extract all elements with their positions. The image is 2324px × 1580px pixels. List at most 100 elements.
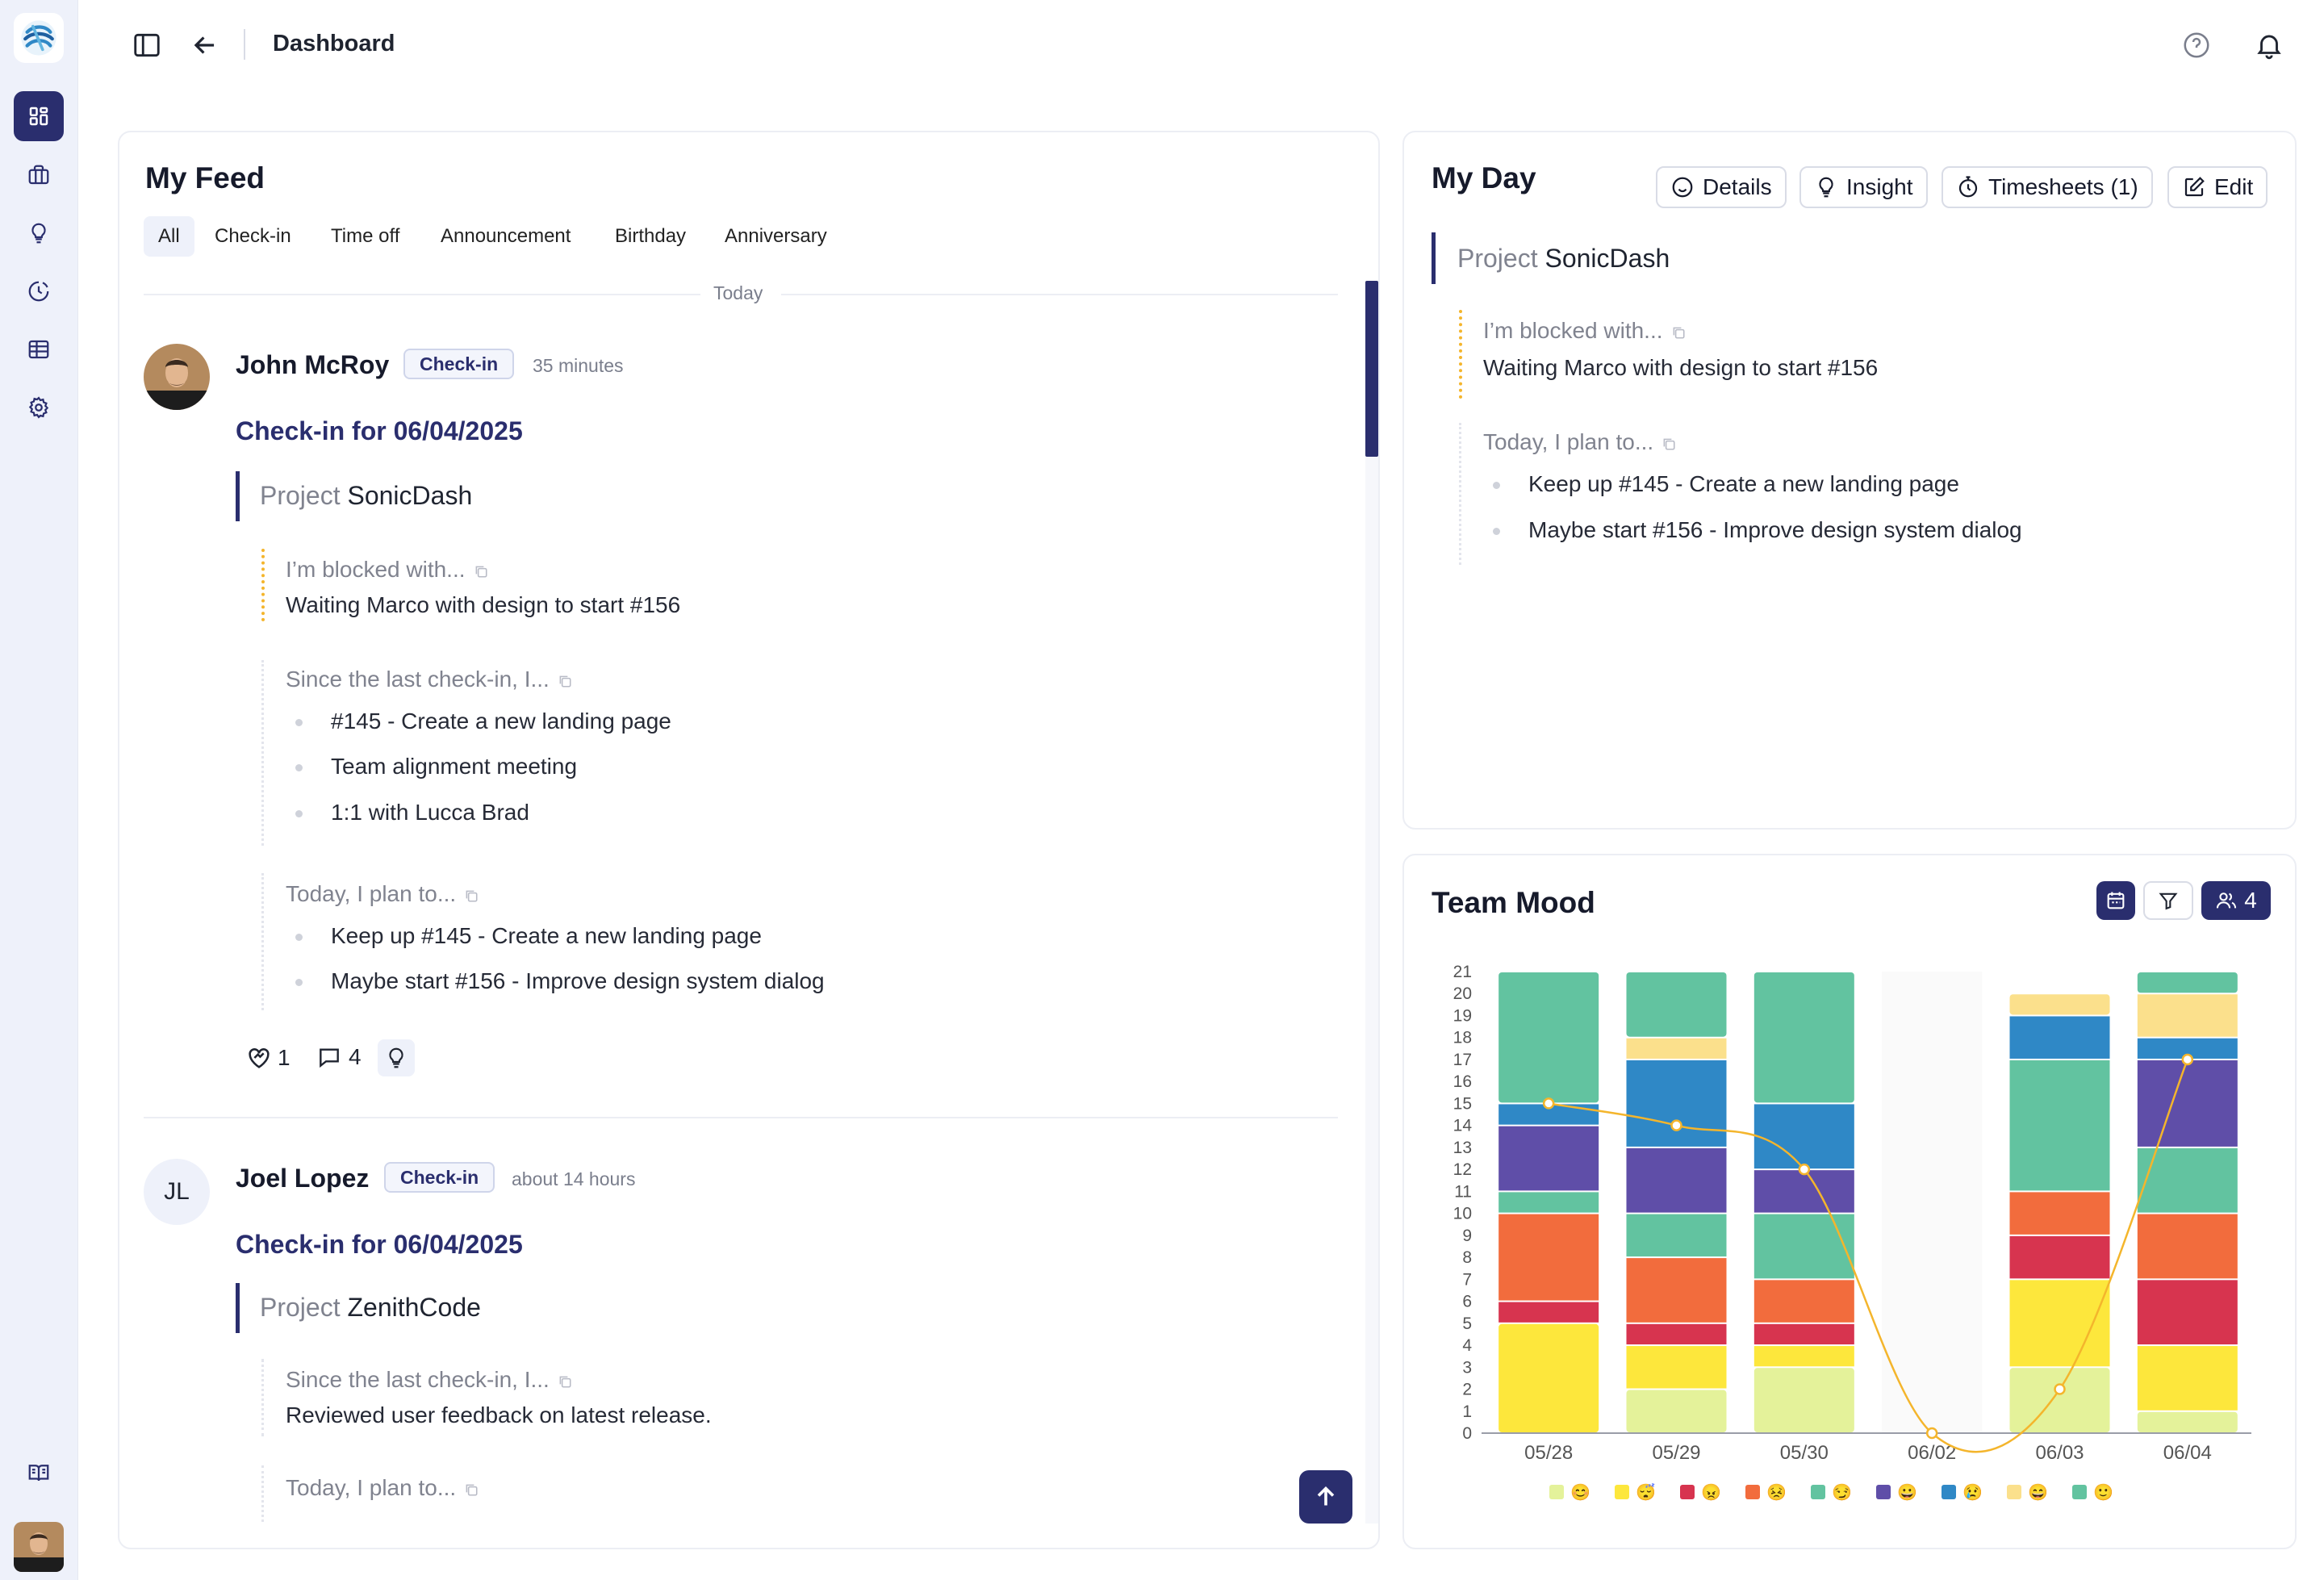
tab-anniversary[interactable]: Anniversary	[725, 225, 827, 247]
mood-point	[1798, 1163, 1811, 1176]
tab-time-off[interactable]: Time off	[331, 225, 400, 247]
help-circle-icon	[2184, 32, 2209, 58]
insight-button[interactable]	[378, 1039, 415, 1076]
tab-all[interactable]: All	[144, 216, 194, 257]
bullet	[295, 979, 303, 986]
copy-icon[interactable]	[1671, 325, 1686, 340]
bar-segment	[2137, 1147, 2238, 1213]
mood-point	[1670, 1119, 1682, 1131]
nav-timesheets[interactable]	[14, 266, 64, 316]
bar-segment	[1753, 1214, 1854, 1279]
project-line: Project ZenithCode	[260, 1293, 481, 1323]
since-answer: Reviewed user feedback on latest release…	[286, 1402, 712, 1427]
blocked-question: I’m blocked with...	[286, 557, 488, 583]
tab-check-in[interactable]: Check-in	[215, 225, 291, 247]
blocked-question: I’m blocked with...	[1483, 318, 1686, 344]
date-range-button[interactable]	[2096, 881, 2135, 920]
project-line: Project SonicDash	[1457, 244, 1670, 274]
nav-docs[interactable]	[14, 1448, 64, 1498]
bullet	[1493, 528, 1500, 535]
copy-icon[interactable]	[464, 888, 479, 903]
y-tick-label: 12	[1453, 1160, 1472, 1179]
sidebar	[0, 0, 78, 1580]
post-type-badge: Check-in	[403, 349, 515, 379]
post-author[interactable]: John McRoy	[236, 350, 390, 379]
legend-emoji: 😣	[1766, 1483, 1787, 1502]
copy-icon[interactable]	[474, 564, 488, 579]
toggle-sidebar-button[interactable]	[129, 27, 165, 63]
post-author[interactable]: Joel Lopez	[236, 1164, 370, 1193]
bar-segment	[1753, 1104, 1854, 1169]
scroll-to-top-button[interactable]	[1299, 1470, 1352, 1524]
copy-icon[interactable]	[558, 1374, 572, 1389]
calendar-icon	[2107, 892, 2125, 909]
briefcase-icon	[28, 165, 49, 185]
legend-swatch	[1942, 1485, 1956, 1499]
user-avatar[interactable]	[14, 1522, 64, 1572]
project-label: Project	[260, 1293, 341, 1322]
bar-segment	[1626, 1323, 1727, 1345]
checkin-title[interactable]: Check-in for 06/04/2025	[236, 1230, 523, 1259]
myday-panel	[1402, 131, 2297, 830]
filter-icon	[2159, 892, 2178, 910]
feed-scrollbar-track[interactable]	[1365, 281, 1378, 1524]
comment-icon	[320, 1048, 339, 1068]
post-type-badge: Check-in	[384, 1162, 495, 1193]
mood-point	[2054, 1383, 2066, 1395]
bar-segment	[1753, 972, 1854, 1103]
project-label: Project	[260, 481, 341, 510]
post-avatar-initials[interactable]: JL	[144, 1159, 210, 1225]
y-tick-label: 18	[1453, 1029, 1472, 1047]
legend-emoji: 🙂	[2093, 1483, 2113, 1502]
members-button[interactable]: 4	[2201, 881, 2271, 920]
x-tick-label: 05/28	[1524, 1442, 1573, 1464]
help-button[interactable]	[2179, 27, 2214, 63]
legend-swatch	[1615, 1485, 1629, 1499]
insight-button[interactable]: Insight	[1799, 166, 1928, 208]
tab-birthday[interactable]: Birthday	[615, 225, 687, 247]
feed-scrollbar-thumb[interactable]	[1365, 281, 1378, 457]
team-mood-title: Team Mood	[1432, 886, 1595, 919]
like-button[interactable]: 1	[245, 1044, 290, 1072]
nav-insights[interactable]	[14, 208, 64, 258]
nav-tables[interactable]	[14, 324, 64, 374]
project-name: SonicDash	[1544, 244, 1670, 273]
x-tick-label: 06/02	[1908, 1442, 1956, 1464]
app-logo[interactable]	[14, 13, 64, 63]
copy-icon[interactable]	[558, 674, 572, 688]
bar-segment	[1498, 1214, 1599, 1301]
page-title: Dashboard	[273, 31, 395, 56]
blocked-marker	[261, 549, 265, 621]
details-button[interactable]: Details	[1656, 166, 1787, 208]
tab-announcement[interactable]: Announcement	[441, 225, 571, 247]
project-name: ZenithCode	[347, 1293, 481, 1322]
details-label: Details	[1703, 174, 1772, 199]
nav-settings[interactable]	[14, 382, 64, 433]
notifications-button[interactable]	[2251, 27, 2287, 63]
y-tick-label: 20	[1453, 984, 1472, 1003]
feed-title: My Feed	[145, 161, 265, 194]
y-tick-label: 17	[1453, 1051, 1472, 1069]
copy-icon[interactable]	[1661, 437, 1676, 451]
bar-segment	[1626, 1038, 1727, 1059]
checkin-title[interactable]: Check-in for 06/04/2025	[236, 416, 523, 445]
since-marker	[261, 660, 264, 846]
copy-icon[interactable]	[464, 1482, 479, 1497]
bar-segment	[2137, 1411, 2238, 1432]
plan-question: Today, I plan to...	[286, 881, 479, 907]
timesheets-button[interactable]: Timesheets (1)	[1942, 166, 2153, 208]
nav-dashboard[interactable]	[14, 91, 64, 141]
back-button[interactable]	[187, 27, 223, 63]
comment-button[interactable]: 4	[316, 1044, 362, 1070]
post-avatar[interactable]	[144, 344, 210, 410]
list-item: Maybe start #156 - Improve design system…	[331, 968, 825, 993]
bar-segment	[2009, 1060, 2110, 1191]
filter-button[interactable]	[2143, 881, 2193, 920]
gear-icon	[28, 396, 49, 419]
since-question: Since the last check-in, I...	[286, 667, 572, 692]
nav-projects[interactable]	[14, 150, 64, 200]
divider-left	[144, 294, 700, 295]
project-bar	[236, 1283, 240, 1333]
edit-button[interactable]: Edit	[2167, 166, 2268, 208]
y-tick-label: 11	[1454, 1182, 1472, 1201]
